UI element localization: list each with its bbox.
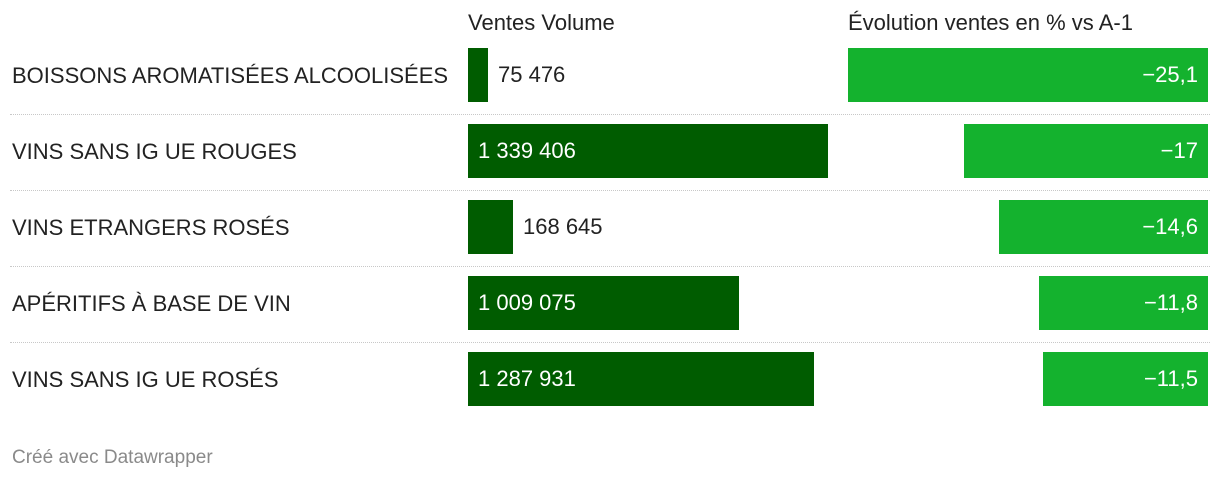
chart-row: VINS SANS IG UE ROSÉS 1 287 931 −11,5 bbox=[0, 342, 1210, 418]
evolution-bar bbox=[1043, 352, 1208, 406]
volume-value-label: 1 287 931 bbox=[478, 366, 576, 391]
volume-column-header: Ventes Volume bbox=[468, 10, 615, 35]
evolution-value-label: −11,5 bbox=[1143, 366, 1198, 391]
volume-bar bbox=[468, 200, 513, 254]
chart-row: BOISSONS AROMATISÉES ALCOOLISÉES 75 476 −2… bbox=[0, 38, 1210, 114]
chart-row: APÉRITIFS À BASE DE VIN 1 009 075 −11,8 bbox=[0, 266, 1210, 342]
evolution-bar bbox=[1039, 276, 1208, 330]
row-separator bbox=[10, 114, 1210, 115]
evolution-value-label: −11,8 bbox=[1143, 290, 1198, 315]
evolution-value-label: −25,1 bbox=[1142, 62, 1198, 87]
evolution-value-label: −17 bbox=[1160, 138, 1198, 163]
evolution-value-label: −14,6 bbox=[1142, 214, 1198, 239]
volume-bar bbox=[468, 48, 488, 102]
row-separator bbox=[10, 266, 1210, 267]
chart-row: VINS ETRANGERS ROSÉS 168 645 −14,6 bbox=[0, 190, 1210, 266]
evolution-column-header: Évolution ventes en % vs A-1 bbox=[848, 10, 1133, 35]
chart-row: VINS SANS IG UE ROUGES 1 339 406 −17 bbox=[0, 114, 1210, 190]
category-label: VINS SANS IG UE ROUGES bbox=[12, 139, 297, 164]
row-separator bbox=[10, 342, 1210, 343]
volume-value-label: 168 645 bbox=[523, 214, 603, 239]
category-label: APÉRITIFS À BASE DE VIN bbox=[12, 291, 291, 316]
volume-bar bbox=[468, 276, 739, 330]
footer-credit: Créé avec Datawrapper bbox=[12, 447, 213, 468]
category-label: VINS ETRANGERS ROSÉS bbox=[12, 215, 290, 240]
volume-value-label: 1 009 075 bbox=[478, 290, 576, 315]
volume-value-label: 1 339 406 bbox=[478, 138, 576, 163]
row-separator bbox=[10, 190, 1210, 191]
evolution-bar bbox=[964, 124, 1208, 178]
evolution-bar bbox=[999, 200, 1208, 254]
evolution-bar bbox=[848, 48, 1208, 102]
category-label: VINS SANS IG UE ROSÉS bbox=[12, 367, 279, 392]
category-label: BOISSONS AROMATISÉES ALCOOLISÉES bbox=[12, 63, 449, 88]
volume-bar bbox=[468, 124, 828, 178]
volume-bar bbox=[468, 352, 814, 406]
volume-value-label: 75 476 bbox=[498, 62, 566, 87]
